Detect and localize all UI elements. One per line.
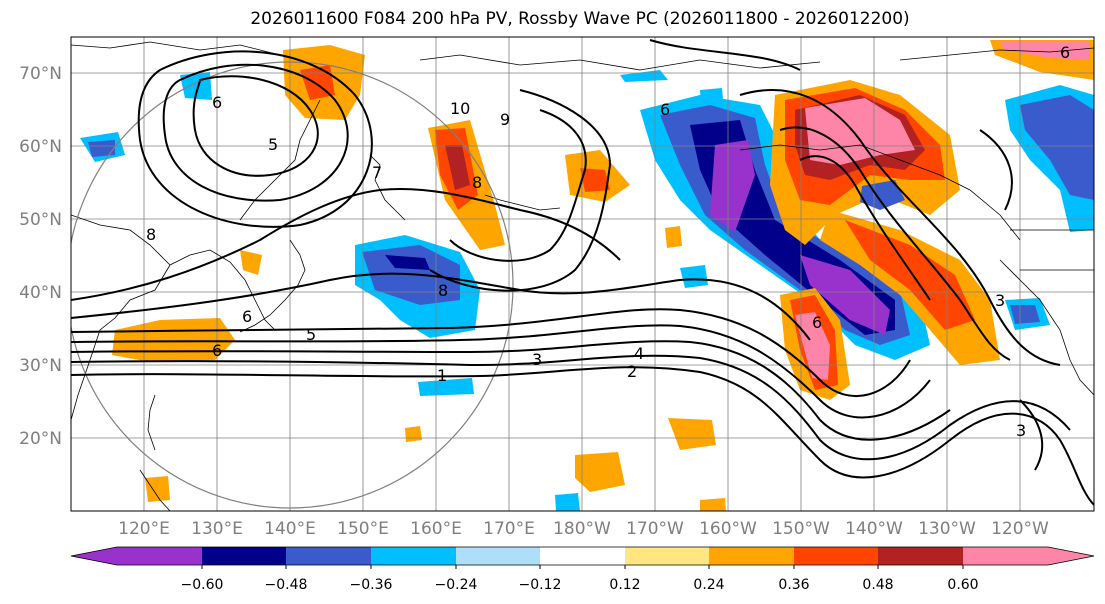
- contour-label: 8: [146, 225, 156, 244]
- colorbar-segment: [202, 547, 286, 565]
- contour-label: 8: [438, 281, 448, 300]
- contour-label: 1: [437, 366, 447, 385]
- colorbar-segment: [456, 547, 540, 565]
- colorbar-tick-label: −0.48: [265, 577, 308, 593]
- pv-contours: [71, 39, 1094, 506]
- contour-label: 6: [660, 100, 670, 119]
- lon-label: 180°W: [553, 519, 611, 539]
- colorbar-tick-label: −0.24: [435, 577, 478, 593]
- contour-label: 9: [500, 110, 510, 129]
- contour-label: 6: [212, 93, 222, 112]
- lon-label: 160°W: [699, 519, 757, 539]
- colorbar-segment: [371, 547, 456, 565]
- lon-label: 120°W: [991, 519, 1049, 539]
- contour-label: 2: [627, 362, 637, 381]
- latitude-labels: 70°N 60°N 50°N 40°N 30°N 20°N: [19, 64, 62, 449]
- colorbar-segment: [794, 547, 878, 565]
- colorbar-tick-label: 0.12: [609, 577, 640, 593]
- lon-label: 160°E: [410, 519, 462, 539]
- contour-label: 7: [372, 163, 382, 182]
- lon-label: 140°E: [264, 519, 316, 539]
- colorbar-segment: [71, 547, 202, 565]
- lat-label-70n: 70°N: [19, 64, 62, 84]
- contour-label: 3: [995, 291, 1005, 310]
- colorbar-tick-label: −0.60: [181, 577, 224, 593]
- colorbar-tick-label: 0.60: [947, 577, 978, 593]
- colorbar-segment: [709, 547, 794, 565]
- map-layers: [71, 37, 1094, 511]
- colorbar-segment: [963, 547, 1094, 565]
- colorbar-tick-label: −0.12: [519, 577, 562, 593]
- lat-label-40n: 40°N: [19, 283, 62, 303]
- contour-label: 3: [532, 350, 542, 369]
- colorbar-segment: [540, 547, 625, 565]
- lon-label: 150°W: [772, 519, 830, 539]
- lat-label-50n: 50°N: [19, 210, 62, 230]
- colorbar-segment: [878, 547, 963, 565]
- lon-label: 130°E: [191, 519, 243, 539]
- colorbar-outline: [70, 546, 1095, 566]
- range-circle: [71, 61, 514, 509]
- map-border: [70, 36, 1095, 512]
- lat-label-30n: 30°N: [19, 356, 62, 376]
- contour-label: 8: [472, 173, 482, 192]
- contour-label: 6: [212, 341, 222, 360]
- contour-label: 6: [1060, 43, 1070, 62]
- colorbar-tick-label: 0.24: [693, 577, 724, 593]
- lon-label: 130°W: [918, 519, 976, 539]
- lon-label: 120°E: [118, 519, 170, 539]
- lon-label: 170°E: [483, 519, 535, 539]
- lat-label-60n: 60°N: [19, 137, 62, 157]
- colorbar-tick-labels: −0.60 −0.48 −0.36 −0.24 −0.12 0.12 0.24 …: [181, 577, 979, 593]
- colorbar-tick-label: 0.48: [862, 577, 893, 593]
- contour-labels: 6 5 10 9 8 6 8 6 5 1 3 4 2 6 7 8 6 3 6 3: [146, 43, 1070, 440]
- contour-label: 6: [242, 307, 252, 326]
- colorbar-tick-label: 0.36: [778, 577, 809, 593]
- contour-label: 3: [1016, 421, 1026, 440]
- contour-label: 5: [306, 325, 316, 344]
- contour-label: 4: [634, 344, 644, 363]
- longitude-labels: 120°E 130°E 140°E 150°E 160°E 170°E 180°…: [118, 519, 1049, 539]
- contour-label: 6: [812, 313, 822, 332]
- lon-label: 170°W: [626, 519, 684, 539]
- lon-label: 140°W: [845, 519, 903, 539]
- colorbar: [70, 546, 1095, 569]
- colorbar-segment: [286, 547, 371, 565]
- colorbar-tick-label: −0.36: [350, 577, 393, 593]
- lon-label: 150°E: [337, 519, 389, 539]
- lat-label-20n: 20°N: [19, 429, 62, 449]
- map-title: 2026011600 F084 200 hPa PV, Rossby Wave …: [250, 9, 910, 29]
- contour-label: 5: [268, 135, 278, 154]
- colorbar-segment: [625, 547, 709, 565]
- contour-label: 10: [450, 99, 470, 118]
